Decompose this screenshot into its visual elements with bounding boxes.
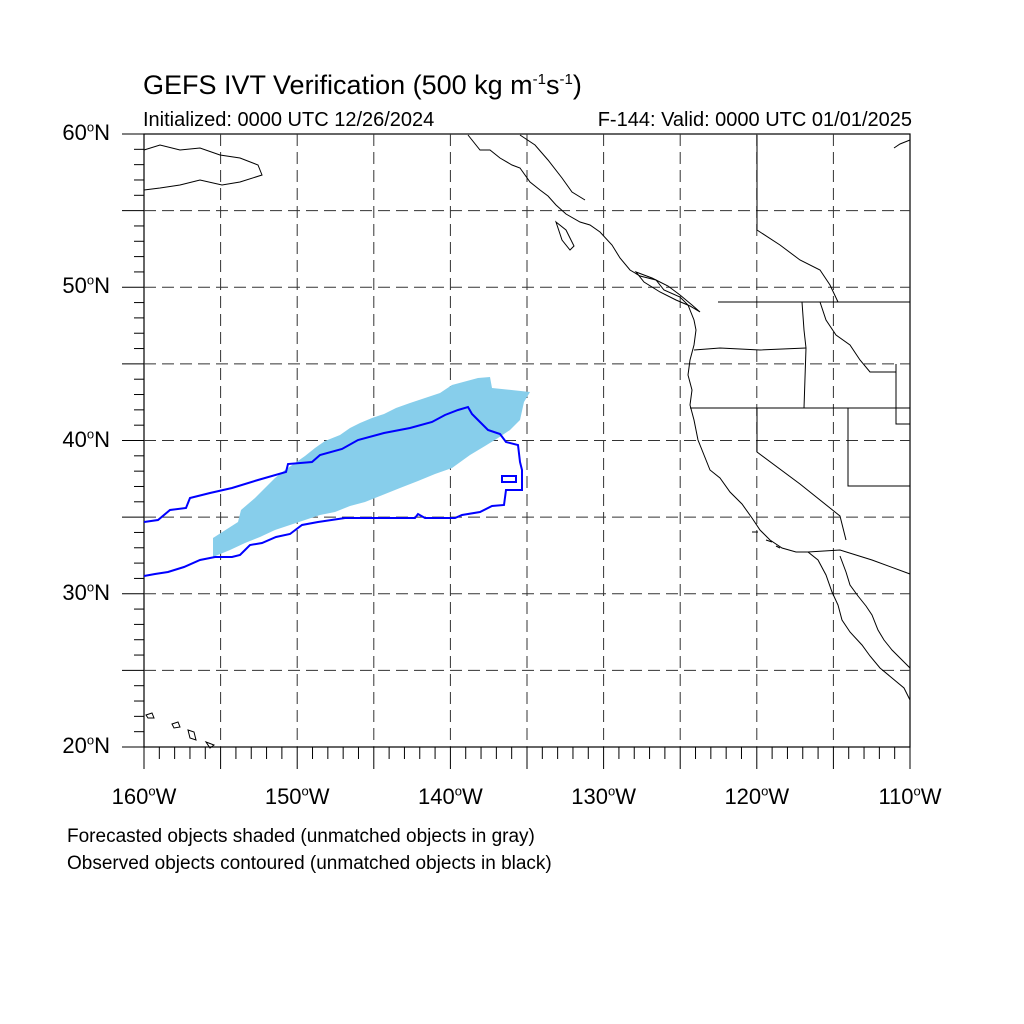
border-wa-or xyxy=(693,347,807,351)
coastlines xyxy=(143,134,911,749)
latitude-label: 60oN xyxy=(62,119,110,145)
observed-ivt-object-contour-small xyxy=(501,475,517,483)
haida-gwaii xyxy=(554,220,575,251)
political-borders xyxy=(519,134,911,575)
northeast-coast-fragment xyxy=(893,139,911,149)
forecast-ivt-object xyxy=(213,377,530,557)
border-nv-az xyxy=(847,408,910,487)
axis-ticks xyxy=(122,133,911,769)
longitude-label: 160oW xyxy=(111,783,177,809)
west-coast-coastline xyxy=(467,134,911,701)
observed-ivt-object-contour xyxy=(143,405,523,577)
alaska-coast xyxy=(143,144,263,191)
latitude-label: 20oN xyxy=(62,732,110,758)
map-title: GEFS IVT Verification (500 kg m-1s-1) xyxy=(143,70,582,100)
latitude-label: 30oN xyxy=(62,579,110,605)
border-bc-alberta xyxy=(756,135,839,303)
border-montana-wy xyxy=(895,364,910,425)
longitude-label: 130oW xyxy=(571,783,636,809)
border-idaho xyxy=(801,301,896,409)
longitude-label: 140oW xyxy=(418,783,483,809)
observed-legend-note: Observed objects contoured (unmatched ob… xyxy=(67,853,552,874)
valid-time: F-144: Valid: 0000 UTC 01/01/2025 xyxy=(597,109,912,131)
baja-gulf-coast xyxy=(839,555,911,669)
initialized-time: Initialized: 0000 UTC 12/26/2024 xyxy=(143,109,435,131)
longitude-label: 110oW xyxy=(878,783,942,809)
hawaii-islands xyxy=(145,712,216,749)
latitude-label: 50oN xyxy=(62,272,110,299)
latitude-label: 40oN xyxy=(62,426,110,452)
vancouver-island xyxy=(634,270,701,313)
border-alaska-canada xyxy=(519,134,586,201)
channel-islands xyxy=(752,531,781,549)
border-ca-nv xyxy=(756,408,847,541)
longitude-label: 150oW xyxy=(264,783,330,809)
forecast-legend-note: Forecasted objects shaded (unmatched obj… xyxy=(67,826,535,847)
border-us-mexico xyxy=(807,549,911,575)
graticule xyxy=(144,134,910,747)
longitude-label: 120oW xyxy=(724,783,790,809)
